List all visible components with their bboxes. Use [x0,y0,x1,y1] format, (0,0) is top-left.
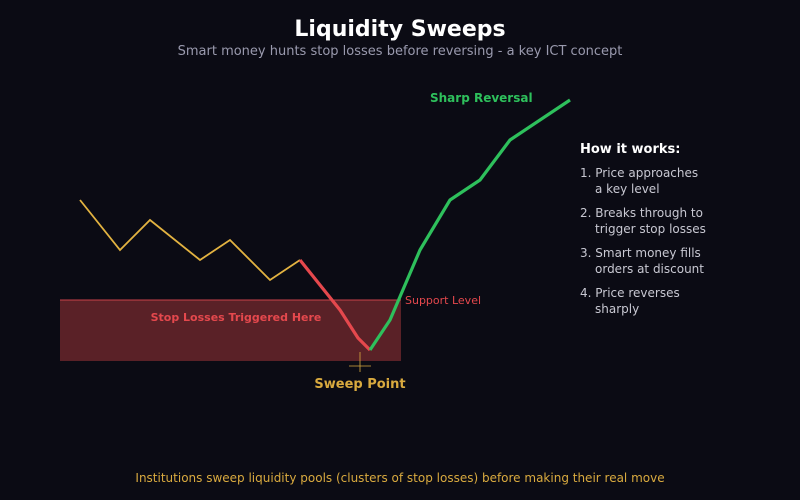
stop-loss-zone [60,300,401,361]
stop-loss-zone-label: Stop Losses Triggered Here [151,311,322,324]
sweep-point-label: Sweep Point [314,377,405,392]
step-4-line-1: 4. Price reverses [580,286,680,300]
diagram-title: Liquidity Sweeps [294,17,505,42]
how-it-works-heading: How it works: [580,142,680,157]
footer-note: Institutions sweep liquidity pools (clus… [135,471,664,485]
step-2-line-2: trigger stop losses [595,222,706,236]
step-4-line-2: sharply [595,302,639,316]
support-level-label: Support Level [405,294,481,307]
step-3-line-2: orders at discount [595,262,704,276]
price-sweep-line [298,259,372,352]
price-reversal-line [368,98,571,351]
step-1-line-2: a key level [595,182,660,196]
step-1-line-1: 1. Price approaches [580,166,698,180]
step-2-line-1: 2. Breaks through to [580,206,703,220]
how-it-works-panel: How it works: 1. Price approaches a key … [580,142,706,316]
sharp-reversal-label: Sharp Reversal [430,91,533,105]
price-approach-line [79,199,301,282]
sweep-point-marker [349,352,371,372]
diagram-subtitle: Smart money hunts stop losses before rev… [178,44,623,59]
step-3-line-1: 3. Smart money fills [580,246,701,260]
